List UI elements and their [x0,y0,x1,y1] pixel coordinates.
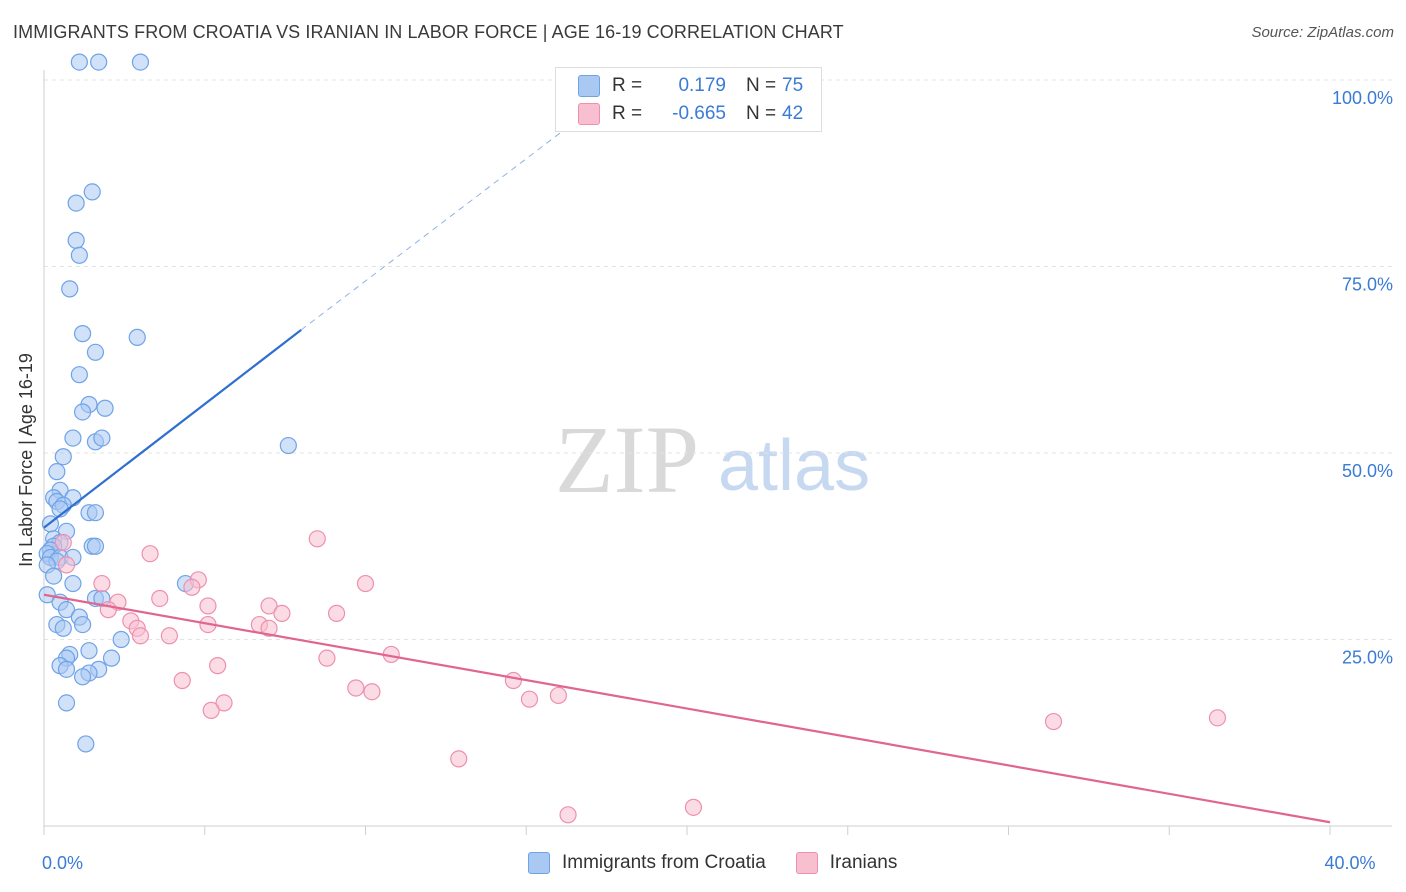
point-iranians [215,694,233,712]
y-tick-label: 25.0% [1342,648,1393,668]
legend-r-label: R = [612,103,643,124]
point-iranians [141,545,159,563]
point-croatia [86,537,105,555]
point-croatia [70,246,88,264]
point-croatia [73,325,92,343]
point-iranians [504,671,522,690]
point-iranians [260,619,278,637]
point-iranians [1044,712,1063,731]
point-croatia [279,436,297,455]
point-croatia [73,403,92,421]
point-croatia [93,429,111,447]
point-croatia [128,328,146,346]
legend-swatch-iranians [578,103,600,125]
source-label: Source: ZipAtlas.com [1251,24,1394,41]
point-croatia [67,194,85,212]
point-croatia [57,660,76,678]
point-croatia [86,343,105,361]
legend-row-iranians: R = -0.665 N = 42 [578,102,803,126]
point-iranians [260,597,278,615]
point-croatia [57,694,76,712]
y-axis-label: In Labor Force | Age 16-19 [16,353,36,567]
point-croatia [64,574,82,593]
point-iranians [57,556,76,574]
point-iranians [131,627,150,645]
point-iranians [347,679,365,697]
point-iranians [209,657,227,675]
watermark-atlas: atlas [718,426,870,506]
point-iranians [327,604,346,622]
point-iranians [54,533,72,552]
legend-r-label: R = [612,75,643,96]
point-iranians [93,574,111,593]
point-croatia [61,280,79,298]
x-tick-label: 0.0% [42,853,83,873]
point-iranians [151,589,169,608]
legend-n-label: N = [746,75,777,96]
legend-r-value: -0.665 [672,103,726,124]
point-croatia [70,366,88,384]
legend-r-value: 0.179 [678,75,726,96]
point-croatia [77,735,95,753]
point-croatia [83,183,101,201]
point-iranians [684,798,703,816]
point-iranians [363,683,381,701]
y-tick-label: 75.0% [1342,275,1393,295]
point-croatia [131,53,150,71]
point-iranians [318,649,336,667]
legend-n-label: N = [746,103,777,124]
point-iranians [202,701,220,719]
legend-swatch-croatia [578,75,600,97]
legend-item-croatia: Immigrants from Croatia [528,852,766,874]
legend-label-iranians: Iranians [829,852,898,873]
trendline-croatia [43,329,302,529]
point-croatia [67,231,85,249]
point-croatia [45,567,63,585]
trendline-iranians [43,593,1331,824]
point-croatia [73,668,92,686]
legend-swatch-iranians [795,852,818,874]
trendline-croatia-extension [300,109,591,331]
point-croatia [90,53,108,71]
legend-row-croatia: R = 0.179 N = 75 [578,74,803,98]
point-iranians [160,627,178,645]
legend-label-croatia: Immigrants from Croatia [562,852,766,873]
chart-title: IMMIGRANTS FROM CROATIA VS IRANIAN IN LA… [13,22,844,42]
point-croatia [86,504,105,522]
point-iranians [173,671,191,690]
legend-swatch-croatia [528,852,550,874]
point-iranians [356,574,375,593]
point-croatia [54,619,72,637]
point-iranians [183,578,201,596]
series-legend: Immigrants from Croatia Iranians [528,852,927,874]
point-croatia [70,53,88,71]
point-iranians [308,530,326,548]
point-croatia [112,630,130,649]
point-croatia [57,601,76,619]
watermark-zip: ZIP [555,406,699,513]
point-iranians [199,597,217,615]
point-iranians [559,806,577,824]
point-croatia [96,399,114,417]
point-iranians [273,604,291,622]
x-tick-label: 40.0% [1324,853,1375,873]
point-croatia [64,429,82,447]
stats-legend: R = 0.179 N = 75 R = -0.665 N = 42 [555,67,822,132]
point-croatia [80,642,98,660]
legend-n-value: 42 [782,103,804,124]
y-tick-label: 100.0% [1332,88,1393,108]
point-croatia [54,448,72,466]
point-iranians [1208,709,1227,727]
point-iranians [549,686,568,705]
point-croatia [102,649,121,667]
legend-item-iranians: Iranians [795,852,898,874]
legend-n-value: 75 [782,75,804,96]
y-axis-label-wrap: In Labor Force | Age 16-19 [16,353,37,567]
point-croatia [48,463,66,481]
point-croatia [73,615,92,634]
y-tick-label: 50.0% [1342,461,1393,481]
point-iranians [520,690,539,708]
point-iranians [450,750,468,768]
